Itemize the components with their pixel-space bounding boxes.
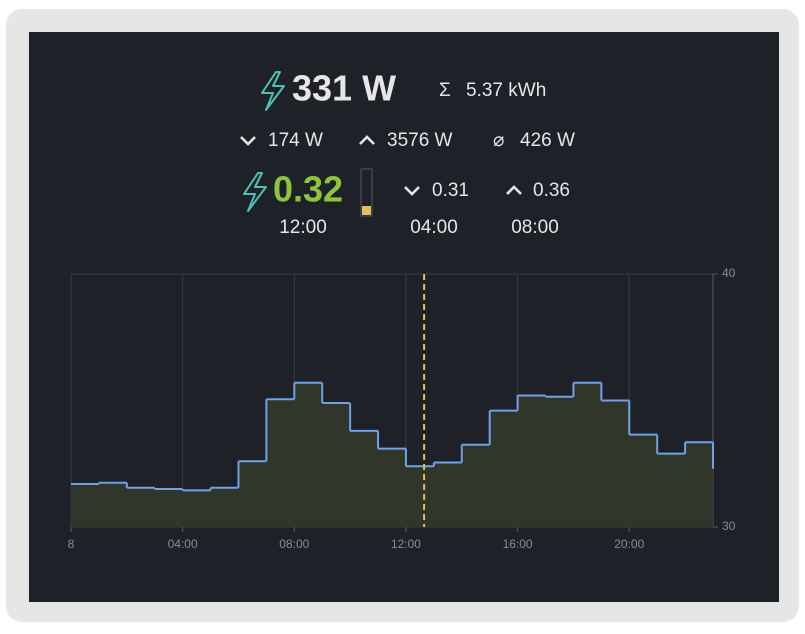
area xyxy=(433,462,462,527)
chevron-down xyxy=(240,136,256,146)
max-price: 0.36 xyxy=(533,180,570,201)
chevron-up xyxy=(359,135,375,145)
x-tick-label: 8 xyxy=(68,537,75,551)
area xyxy=(489,410,518,527)
max-time: 08:00 xyxy=(511,217,559,238)
area xyxy=(629,434,658,527)
area xyxy=(322,403,351,527)
level-fill xyxy=(362,206,371,215)
x-tick-label: 08:00 xyxy=(279,537,309,551)
current-power: 331 W xyxy=(292,68,396,109)
area xyxy=(405,466,434,527)
level-bar xyxy=(360,168,373,217)
area xyxy=(182,490,211,527)
energy-symbol: Σ xyxy=(439,80,451,101)
area xyxy=(517,395,546,527)
area xyxy=(685,442,713,527)
area xyxy=(601,400,630,527)
area xyxy=(378,448,406,527)
area xyxy=(154,489,183,527)
x-tick-label: 20:00 xyxy=(614,537,644,551)
area xyxy=(98,482,127,527)
current-time: 12:00 xyxy=(279,217,327,238)
area xyxy=(657,453,686,527)
x-tick-label: 04:00 xyxy=(168,537,198,551)
y-tick-label: 40 xyxy=(722,266,736,280)
area xyxy=(545,396,574,527)
chevron-down xyxy=(404,186,420,196)
avg-power: 426 W xyxy=(520,130,575,151)
current-price: 0.32 xyxy=(273,169,343,210)
x-tick-label: 16:00 xyxy=(503,537,533,551)
area xyxy=(294,382,323,527)
bolt-icon xyxy=(243,172,267,212)
min-power: 174 W xyxy=(268,130,323,151)
chevron-up xyxy=(506,185,522,195)
y-tick-label: 30 xyxy=(722,519,736,533)
x-tick-label: 12:00 xyxy=(391,537,421,551)
area xyxy=(350,430,379,527)
area xyxy=(573,382,602,527)
avg-symbol: ⌀ xyxy=(493,130,504,151)
max-power: 3576 W xyxy=(387,130,453,151)
area xyxy=(126,487,155,527)
area xyxy=(210,487,239,527)
area xyxy=(266,399,295,527)
area xyxy=(461,444,490,527)
area xyxy=(71,483,99,527)
area xyxy=(238,461,267,527)
min-time: 04:00 xyxy=(410,217,458,238)
min-price: 0.31 xyxy=(432,180,469,201)
energy: 5.37 kWh xyxy=(466,80,546,101)
bolt-icon xyxy=(261,71,285,111)
